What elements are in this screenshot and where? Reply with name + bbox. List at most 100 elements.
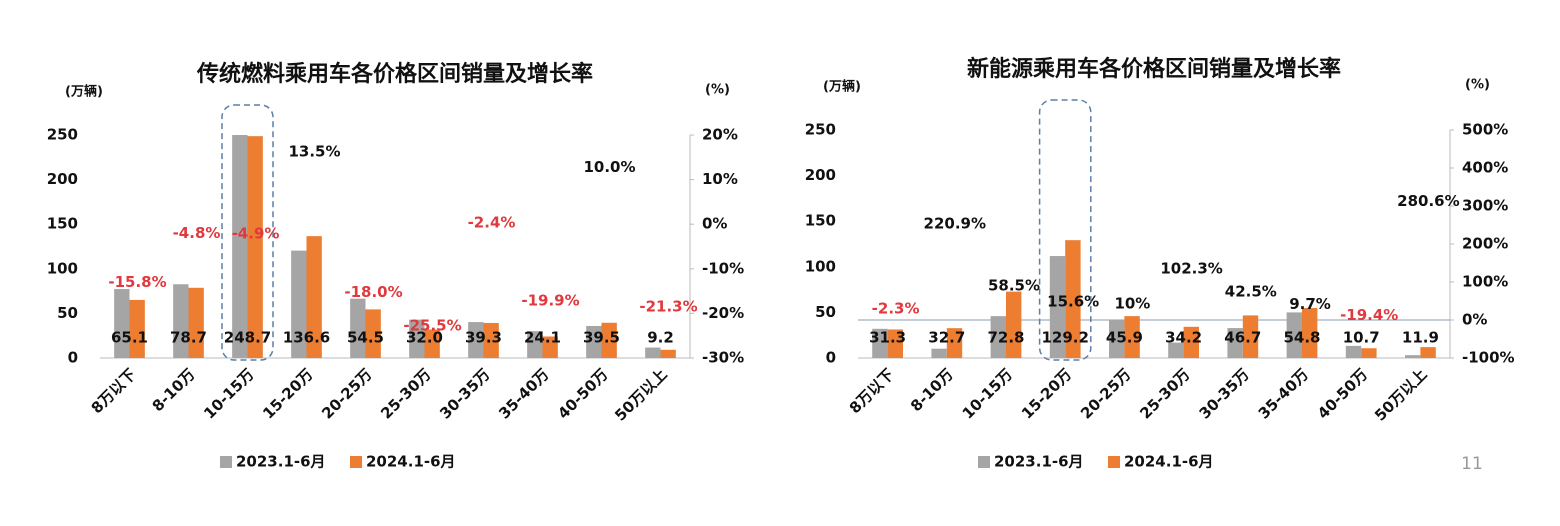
value-label: 39.5 bbox=[583, 329, 620, 347]
value-label: 32.0 bbox=[406, 329, 443, 347]
bar bbox=[1345, 345, 1362, 358]
growth-label: 13.5% bbox=[288, 142, 340, 160]
bar bbox=[1242, 315, 1259, 358]
y2-tick-label: 100% bbox=[1462, 273, 1508, 291]
growth-label: -15.8% bbox=[108, 273, 166, 291]
y2-tick-label: -20% bbox=[702, 304, 744, 322]
chart-title: 传统燃料乘用车各价格区间销量及增长率 bbox=[196, 61, 593, 87]
growth-label: 10% bbox=[1114, 295, 1150, 313]
bar bbox=[173, 284, 189, 358]
bar bbox=[1302, 308, 1318, 358]
y-tick-label: 0 bbox=[826, 349, 836, 367]
bar bbox=[291, 250, 307, 358]
bar bbox=[350, 298, 366, 358]
bar bbox=[1065, 240, 1081, 358]
highlight-box bbox=[1038, 99, 1092, 361]
bar bbox=[1420, 347, 1436, 358]
value-label: 39.3 bbox=[465, 329, 502, 347]
y-tick-label: 0 bbox=[68, 349, 78, 367]
legend-label: 2023.1-6月 bbox=[994, 453, 1084, 471]
bar bbox=[114, 289, 130, 358]
growth-label: -4.9% bbox=[232, 225, 280, 243]
value-label: 46.7 bbox=[1224, 329, 1261, 347]
bar bbox=[1227, 328, 1243, 358]
y-tick-label: 150 bbox=[805, 212, 836, 230]
highlight-box bbox=[221, 104, 274, 361]
value-label: 45.9 bbox=[1106, 329, 1143, 347]
growth-label: 58.5% bbox=[988, 276, 1040, 294]
bar bbox=[1006, 291, 1022, 358]
bar bbox=[586, 325, 602, 358]
y-tick-label: 50 bbox=[815, 303, 836, 321]
legend-swatch bbox=[1108, 456, 1120, 468]
y2-tick-label: 0% bbox=[1462, 311, 1487, 329]
growth-label: 280.6% bbox=[1397, 192, 1459, 210]
bar bbox=[483, 322, 499, 358]
bar bbox=[232, 135, 248, 358]
bar bbox=[1124, 316, 1140, 358]
y-tick-label: 150 bbox=[47, 215, 78, 233]
value-label: 72.8 bbox=[987, 329, 1024, 347]
y2-axis-unit: (%) bbox=[705, 83, 730, 98]
page-number: 11 bbox=[1461, 454, 1483, 474]
growth-label: -25.5% bbox=[403, 316, 461, 334]
y-tick-label: 250 bbox=[47, 126, 78, 144]
growth-label: -21.3% bbox=[639, 298, 697, 316]
y-axis-unit: (万辆) bbox=[65, 84, 103, 100]
y2-axis-unit: (%) bbox=[1465, 78, 1490, 93]
bar bbox=[468, 322, 484, 358]
bar bbox=[424, 329, 440, 358]
bar bbox=[306, 236, 322, 358]
y2-tick-label: 10% bbox=[702, 170, 738, 188]
y2-tick-label: 300% bbox=[1462, 197, 1508, 215]
bar bbox=[660, 349, 676, 358]
y2-tick-label: 200% bbox=[1462, 235, 1508, 253]
growth-label: -19.9% bbox=[521, 291, 579, 309]
bar bbox=[542, 336, 558, 358]
value-label: 136.6 bbox=[283, 329, 330, 347]
growth-label: -18.0% bbox=[344, 283, 402, 301]
value-label: 31.3 bbox=[869, 329, 906, 347]
legend-swatch bbox=[350, 456, 362, 468]
growth-label: -4.8% bbox=[173, 224, 221, 242]
bar bbox=[1361, 348, 1377, 358]
growth-label: 42.5% bbox=[1225, 282, 1277, 300]
legend-label: 2024.1-6月 bbox=[1124, 453, 1214, 471]
bar bbox=[887, 329, 903, 358]
value-label: 129.2 bbox=[1041, 329, 1088, 347]
bar bbox=[129, 299, 145, 358]
y2-tick-label: -30% bbox=[702, 349, 744, 367]
y2-tick-label: 0% bbox=[702, 215, 727, 233]
bar bbox=[990, 316, 1006, 358]
y-tick-label: 100 bbox=[805, 257, 836, 275]
growth-label: -19.4% bbox=[1340, 306, 1398, 324]
y-tick-label: 50 bbox=[57, 304, 78, 322]
bar bbox=[527, 331, 543, 358]
bar bbox=[365, 309, 381, 358]
bar bbox=[409, 319, 425, 358]
growth-label: 15.6% bbox=[1047, 293, 1099, 311]
bar bbox=[1183, 326, 1199, 358]
value-label: 78.7 bbox=[170, 329, 207, 347]
bar bbox=[1405, 355, 1421, 358]
growth-label: -2.3% bbox=[872, 299, 920, 317]
bar bbox=[601, 322, 617, 358]
value-label: 9.2 bbox=[647, 329, 674, 347]
value-label: 54.8 bbox=[1283, 329, 1320, 347]
legend-swatch bbox=[978, 456, 990, 468]
bar bbox=[247, 136, 263, 358]
bar bbox=[946, 328, 963, 358]
value-label: 248.7 bbox=[224, 329, 271, 347]
legend-label: 2023.1-6月 bbox=[236, 453, 326, 471]
legend-label: 2024.1-6月 bbox=[366, 453, 456, 471]
chart-title: 新能源乘用车各价格区间销量及增长率 bbox=[967, 56, 1341, 82]
y2-tick-label: -10% bbox=[702, 259, 744, 277]
bar bbox=[1049, 256, 1066, 358]
y2-tick-label: 20% bbox=[702, 126, 738, 144]
y2-tick-label: 500% bbox=[1462, 121, 1508, 139]
growth-label: 220.9% bbox=[924, 215, 986, 233]
y-axis-unit: (万辆) bbox=[823, 79, 861, 95]
y-tick-label: 200 bbox=[805, 166, 836, 184]
value-label: 65.1 bbox=[111, 329, 148, 347]
